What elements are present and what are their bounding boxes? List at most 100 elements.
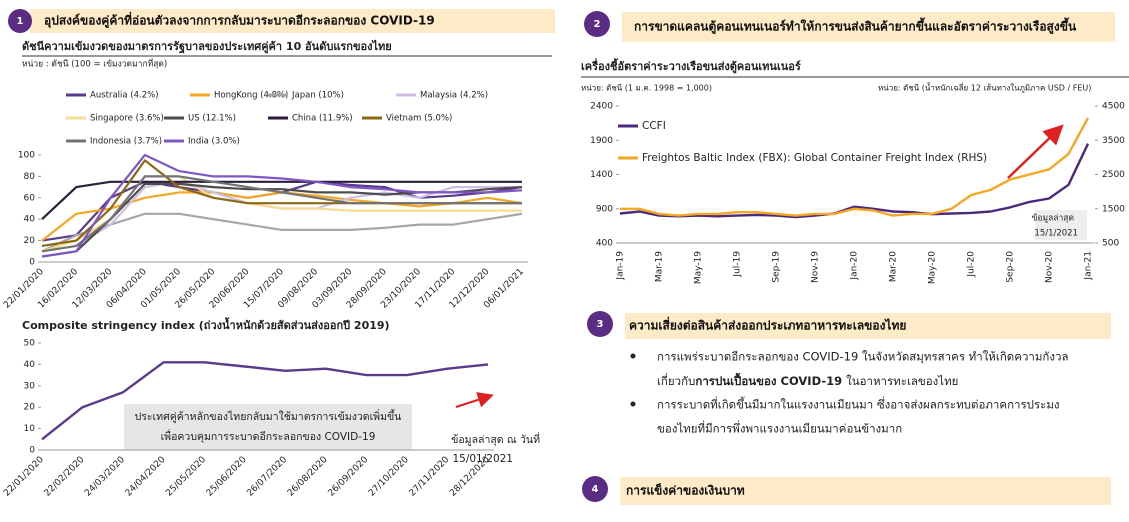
annotation: 15/01/2021 bbox=[452, 453, 513, 465]
x-tick-label: 26/08/2020 bbox=[286, 455, 330, 499]
legend-label: HongKong (4.8%) bbox=[214, 91, 288, 101]
annotation: ประเทศคู่ค้าหลักของไทยกลับมาใช้มาตรการเข… bbox=[135, 409, 402, 423]
y-tick-label: 1400 bbox=[590, 170, 613, 180]
x-tick-label: Sep-19 bbox=[772, 251, 782, 283]
arrow bbox=[1007, 124, 1064, 179]
y2-tick-label: 500 bbox=[1102, 239, 1119, 249]
bullet-dot bbox=[630, 353, 636, 359]
legend-label: Japan (10%) bbox=[291, 91, 344, 101]
badge bbox=[584, 11, 610, 37]
y-tick-label: 40 bbox=[24, 360, 36, 370]
y-tick-label: 400 bbox=[596, 239, 613, 249]
annotation: ข้อมูลล่าสุด ณ วันที่ bbox=[451, 432, 540, 446]
x-tick-label: 26/09/2020 bbox=[327, 455, 371, 499]
annotation: เพื่อควบคุมการระบาดอีกระลอกของ COVID-19 bbox=[161, 429, 376, 443]
y-tick-label: 0 bbox=[29, 446, 35, 456]
x-tick-label: Jan-20 bbox=[850, 251, 860, 281]
annotation: ข้อมูลล่าสุด bbox=[1032, 213, 1074, 224]
series-line bbox=[41, 361, 489, 441]
y-tick-label: 30 bbox=[24, 381, 36, 391]
banner bbox=[620, 477, 1111, 505]
y-tick-label: 20 bbox=[24, 236, 36, 246]
y-tick-label: 2400 bbox=[590, 102, 613, 112]
x-tick-label: Jul-19 bbox=[733, 251, 743, 278]
y-tick-label: 20 bbox=[24, 403, 36, 413]
banner bbox=[625, 313, 1111, 339]
x-tick-label: 26/07/2020 bbox=[245, 455, 289, 499]
bullet-dot bbox=[630, 401, 636, 407]
legend-label: US (12.1%) bbox=[188, 114, 236, 124]
x-tick-label: Jan-21 bbox=[1084, 251, 1094, 281]
section-title: การขาดแคลนตู้คอนเทนเนอร์ทำให้การขนส่งสิน… bbox=[634, 17, 1077, 35]
arrow bbox=[455, 392, 494, 408]
banner bbox=[30, 9, 555, 33]
x-tick-label: Nov-20 bbox=[1045, 251, 1055, 283]
legend-label: India (3.0%) bbox=[188, 137, 240, 147]
y-tick-label: 100 bbox=[18, 151, 35, 161]
bullet-text: การระบาดที่เกิดขึ้นมีมากในแรงงานเมียนมา … bbox=[657, 397, 1060, 412]
section-title: อุปสงค์ของคู่ค้าที่อ่อนตัวลงจากการกลับมา… bbox=[44, 12, 435, 29]
badge-number: 2 bbox=[594, 19, 601, 30]
x-tick-label: Jan-19 bbox=[616, 251, 626, 281]
section-title: ความเสี่ยงต่อสินค้าส่งออกประเภทอาหารทะเล… bbox=[629, 317, 906, 333]
x-tick-label: Jul-20 bbox=[967, 251, 977, 278]
legend-label: Malaysia (4.2%) bbox=[420, 91, 488, 101]
series-line bbox=[41, 175, 522, 253]
bullet-text: เกี่ยวกับ bbox=[657, 373, 695, 388]
x-tick-label: 22/01/2020 bbox=[2, 455, 46, 499]
x-tick-label: 27/11/2020 bbox=[408, 455, 452, 499]
legend-label: CCFI bbox=[642, 120, 666, 132]
y-tick-label: 0 bbox=[29, 258, 35, 268]
badge-number: 1 bbox=[17, 16, 24, 27]
legend-label: Australia (4.2%) bbox=[90, 91, 159, 101]
axis-label: หน่วย: ดัชนี (น้ำหนักเฉลี่ย 12 เส้นทางใน… bbox=[878, 82, 1091, 94]
x-tick-label: 22/02/2020 bbox=[43, 455, 87, 499]
x-tick-label: 25/06/2020 bbox=[205, 455, 249, 499]
x-tick-label: May-19 bbox=[694, 251, 704, 284]
y-tick-label: 40 bbox=[24, 215, 36, 225]
x-tick-label: 25/05/2020 bbox=[164, 455, 208, 499]
badge-number: 3 bbox=[597, 319, 604, 330]
badge bbox=[587, 311, 613, 337]
x-tick-label: 27/10/2020 bbox=[367, 455, 411, 499]
y-tick-label: 50 bbox=[24, 339, 36, 349]
y-tick-label: 1900 bbox=[590, 136, 613, 146]
annotation: 15/1/2021 bbox=[1034, 229, 1078, 239]
bullet-emphasis: การปนเปื้อนของ COVID-19 bbox=[695, 372, 842, 388]
series-line bbox=[620, 117, 1090, 217]
badge bbox=[8, 9, 32, 33]
y-tick-label: 900 bbox=[596, 204, 613, 214]
x-tick-label: Mar-20 bbox=[889, 251, 899, 282]
x-tick-label: Nov-19 bbox=[811, 251, 821, 283]
chart-subtitle: หน่วย : ดัชนี (100 = เข้มงวดมากที่สุด) bbox=[22, 58, 167, 70]
y2-tick-label: 4500 bbox=[1102, 102, 1125, 112]
legend-label: China (11.9%) bbox=[292, 114, 353, 124]
axis-label: หน่วย: ดัชนี (1 ม.ค. 1998 = 1,000) bbox=[581, 84, 712, 93]
badge bbox=[582, 476, 608, 502]
note-box bbox=[1035, 210, 1087, 240]
y-tick-label: 80 bbox=[24, 172, 36, 182]
chart-title: Composite stringency index (ถ่วงน้ำหนักด… bbox=[22, 317, 390, 332]
legend-label: Indonesia (3.7%) bbox=[90, 137, 162, 147]
x-tick-label: 24/04/2020 bbox=[124, 455, 168, 499]
y-tick-label: 10 bbox=[24, 424, 36, 434]
bullet-text: การแพร่ระบาดอีกระลอกของ COVID-19 ในจังหว… bbox=[657, 350, 1069, 364]
y-tick-label: 60 bbox=[24, 193, 36, 203]
series-line bbox=[41, 212, 523, 253]
chart-title: ดัชนีความเข้มงวดของมาตรการรัฐบาลของประเท… bbox=[22, 39, 392, 54]
legend-label: Vietnam (5.0%) bbox=[386, 114, 452, 124]
series-line bbox=[619, 143, 1090, 219]
y2-tick-label: 1500 bbox=[1102, 204, 1125, 214]
x-tick-label: 24/03/2020 bbox=[83, 455, 127, 499]
bullet-text: ในอาหารทะเลของไทย bbox=[846, 374, 958, 388]
legend-label: Freightos Baltic Index (FBX): Global Con… bbox=[642, 152, 987, 164]
section-title: การแข็งค่าของเงินบาท bbox=[626, 483, 745, 498]
x-tick-label: Mar-19 bbox=[655, 251, 665, 282]
chart-title: เครื่องชี้อัตราค่าระวางเรือขนส่งตู้คอนเท… bbox=[581, 58, 801, 74]
y2-tick-label: 2500 bbox=[1102, 170, 1125, 180]
note-box bbox=[124, 404, 412, 450]
x-tick-label: May-20 bbox=[928, 251, 938, 284]
y2-tick-label: 3500 bbox=[1102, 136, 1125, 146]
series-line bbox=[41, 153, 523, 258]
